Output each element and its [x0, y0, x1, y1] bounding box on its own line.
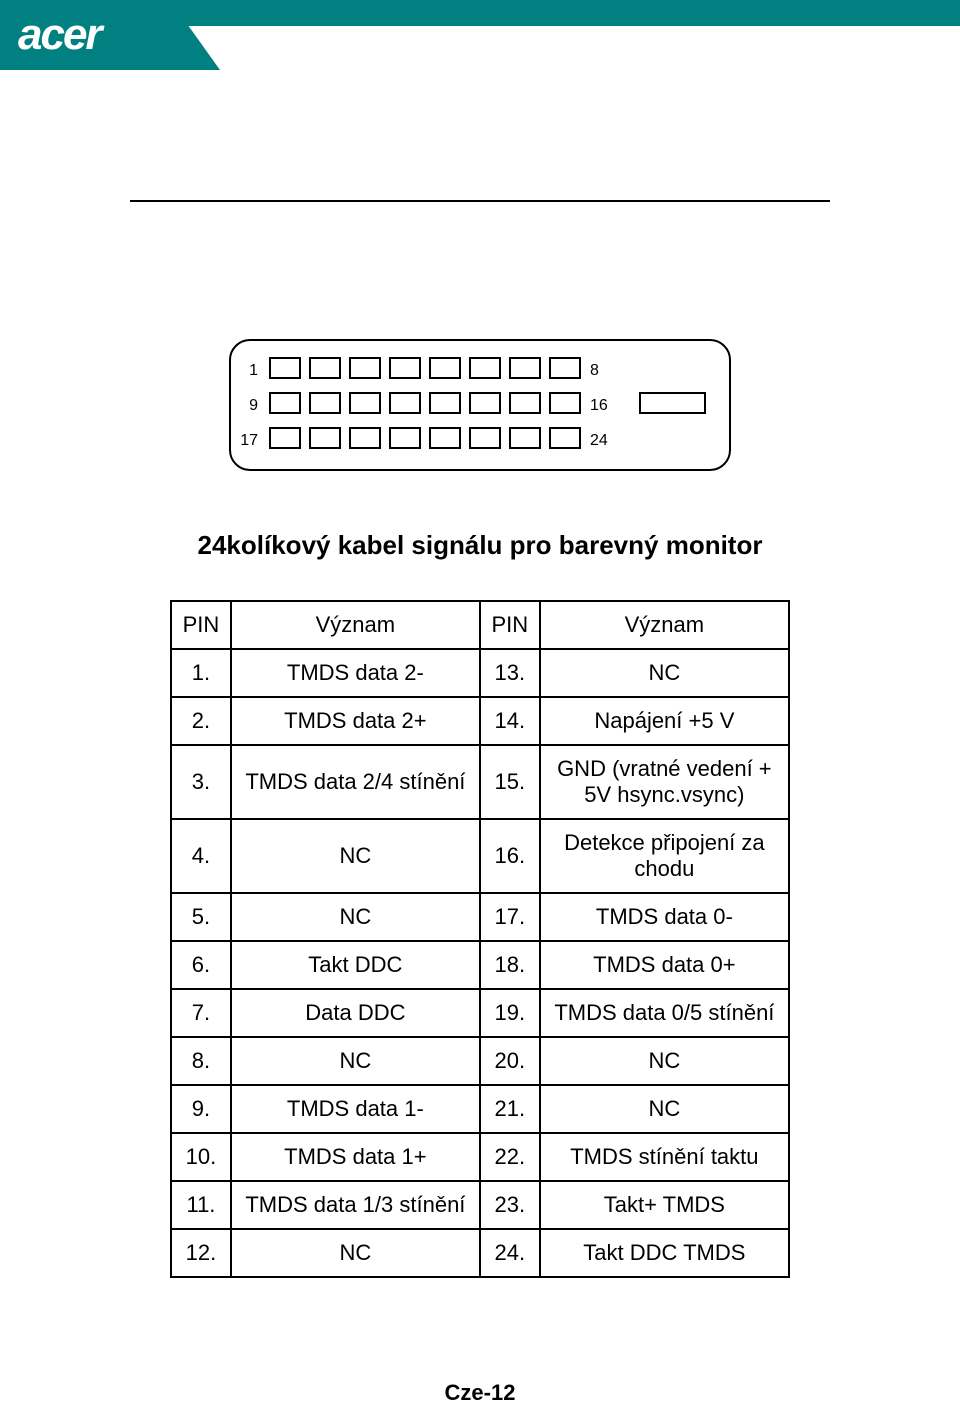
- brand-logo: acer: [18, 10, 101, 60]
- pin-meaning-cell: GND (vratné vedení + 5V hsync.vsync): [540, 745, 789, 819]
- pin-number-cell: 15.: [480, 745, 540, 819]
- pin-meaning-cell: TMDS data 1-: [231, 1085, 480, 1133]
- pin-number-cell: 19.: [480, 989, 540, 1037]
- pin-meaning-cell: TMDS stínění taktu: [540, 1133, 789, 1181]
- pin-meaning-cell: Takt DDC: [231, 941, 480, 989]
- pin-meaning-cell: TMDS data 2-: [231, 649, 480, 697]
- header-meaning-1: Význam: [231, 601, 480, 649]
- dvi-connector-diagram: 1 9 17 8 16 24: [210, 330, 750, 480]
- pin-number-cell: 4.: [171, 819, 231, 893]
- table-row: 6.Takt DDC18.TMDS data 0+: [171, 941, 789, 989]
- table-row: 11.TMDS data 1/3 stínění23.Takt+ TMDS: [171, 1181, 789, 1229]
- table-row: 3.TMDS data 2/4 stínění15.GND (vratné ve…: [171, 745, 789, 819]
- pin-meaning-cell: TMDS data 1/3 stínění: [231, 1181, 480, 1229]
- pin-number-cell: 14.: [480, 697, 540, 745]
- pin-number-cell: 10.: [171, 1133, 231, 1181]
- pin-meaning-cell: NC: [540, 1085, 789, 1133]
- pin-number-cell: 8.: [171, 1037, 231, 1085]
- header-pin-2: PIN: [480, 601, 540, 649]
- table-title: 24kolíkový kabel signálu pro barevný mon…: [0, 530, 960, 561]
- table-row: 12.NC24.Takt DDC TMDS: [171, 1229, 789, 1277]
- table-row: 5.NC17.TMDS data 0-: [171, 893, 789, 941]
- pin-label-8: 8: [590, 362, 599, 379]
- pin-label-17: 17: [240, 432, 258, 449]
- table-row: 9.TMDS data 1-21.NC: [171, 1085, 789, 1133]
- pin-number-cell: 6.: [171, 941, 231, 989]
- pin-number-cell: 21.: [480, 1085, 540, 1133]
- header-meaning-2: Význam: [540, 601, 789, 649]
- pin-number-cell: 22.: [480, 1133, 540, 1181]
- pin-number-cell: 18.: [480, 941, 540, 989]
- table-row: 10.TMDS data 1+22.TMDS stínění taktu: [171, 1133, 789, 1181]
- pin-assignment-table: PIN Význam PIN Význam 1.TMDS data 2-13.N…: [170, 600, 790, 1278]
- pin-meaning-cell: Detekce připojení za chodu: [540, 819, 789, 893]
- horizontal-rule: [130, 200, 830, 202]
- table-row: 2.TMDS data 2+14.Napájení +5 V: [171, 697, 789, 745]
- pin-number-cell: 2.: [171, 697, 231, 745]
- pin-number-cell: 11.: [171, 1181, 231, 1229]
- pin-meaning-cell: TMDS data 2+: [231, 697, 480, 745]
- pin-meaning-cell: TMDS data 0/5 stínění: [540, 989, 789, 1037]
- pin-number-cell: 9.: [171, 1085, 231, 1133]
- pin-label-16: 16: [590, 397, 608, 414]
- pin-meaning-cell: Data DDC: [231, 989, 480, 1037]
- pin-number-cell: 20.: [480, 1037, 540, 1085]
- pin-number-cell: 16.: [480, 819, 540, 893]
- table-row: 7.Data DDC19.TMDS data 0/5 stínění: [171, 989, 789, 1037]
- table-row: 1.TMDS data 2-13.NC: [171, 649, 789, 697]
- blade-slot: [640, 393, 705, 413]
- pin-label-24: 24: [590, 432, 608, 449]
- pin-number-cell: 5.: [171, 893, 231, 941]
- pin-number-cell: 17.: [480, 893, 540, 941]
- pin-meaning-cell: NC: [540, 1037, 789, 1085]
- pin-label-1: 1: [249, 362, 258, 379]
- pin-grid: [270, 358, 580, 448]
- table-header-row: PIN Význam PIN Význam: [171, 601, 789, 649]
- pin-meaning-cell: NC: [231, 819, 480, 893]
- pin-meaning-cell: Takt DDC TMDS: [540, 1229, 789, 1277]
- page-number: Cze-12: [0, 1380, 960, 1406]
- pin-meaning-cell: Napájení +5 V: [540, 697, 789, 745]
- pin-meaning-cell: NC: [231, 1229, 480, 1277]
- pin-meaning-cell: NC: [231, 1037, 480, 1085]
- header-pin-1: PIN: [171, 601, 231, 649]
- pin-meaning-cell: Takt+ TMDS: [540, 1181, 789, 1229]
- pin-meaning-cell: TMDS data 0+: [540, 941, 789, 989]
- pin-meaning-cell: TMDS data 2/4 stínění: [231, 745, 480, 819]
- pin-meaning-cell: NC: [231, 893, 480, 941]
- pin-label-9: 9: [249, 397, 258, 414]
- pin-number-cell: 1.: [171, 649, 231, 697]
- pin-number-cell: 12.: [171, 1229, 231, 1277]
- pin-number-cell: 3.: [171, 745, 231, 819]
- pin-meaning-cell: NC: [540, 649, 789, 697]
- header-banner: acer: [0, 0, 960, 90]
- pin-meaning-cell: TMDS data 0-: [540, 893, 789, 941]
- header-teal-bar: [170, 0, 960, 26]
- pin-number-cell: 7.: [171, 989, 231, 1037]
- table-row: 8.NC20.NC: [171, 1037, 789, 1085]
- pin-number-cell: 23.: [480, 1181, 540, 1229]
- pin-number-cell: 24.: [480, 1229, 540, 1277]
- pin-number-cell: 13.: [480, 649, 540, 697]
- table-row: 4.NC16.Detekce připojení za chodu: [171, 819, 789, 893]
- pin-meaning-cell: TMDS data 1+: [231, 1133, 480, 1181]
